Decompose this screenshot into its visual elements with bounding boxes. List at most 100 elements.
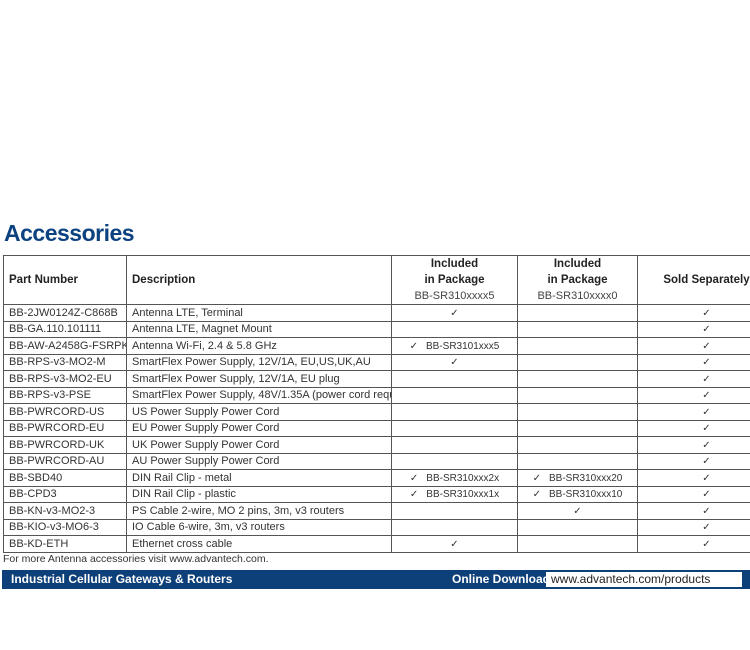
included-0-cell xyxy=(517,370,638,388)
sold-separately-cell: ✓ xyxy=(637,337,750,355)
part-number-cell: BB-KN-v3-MO2-3 xyxy=(3,502,127,520)
check-icon: ✓ xyxy=(702,390,711,402)
sold-separately-cell: ✓ xyxy=(637,452,750,470)
included-5-cell: ✓ xyxy=(391,304,518,322)
included-0-cell xyxy=(517,337,638,355)
check-icon: ✓ xyxy=(702,472,711,484)
table-row: BB-GA.110.101111 Antenna LTE, Magnet Moun… xyxy=(3,320,750,338)
included-5-cell: ✓ BB-SR310xxx1x xyxy=(391,485,518,503)
header-description: Description xyxy=(126,255,392,305)
header-line: Included xyxy=(553,258,602,270)
check-icon: ✓ xyxy=(702,538,711,550)
sold-separately-cell: ✓ xyxy=(637,535,750,553)
check-icon: ✓ xyxy=(532,472,541,484)
included-5-cell xyxy=(391,386,518,404)
included-0-cell xyxy=(517,518,638,536)
table-row: BB-RPS-v3-MO2-M SmartFlex Power Supply, 1… xyxy=(3,353,750,371)
header-sub: BB-SR310xxxx5 xyxy=(414,290,495,302)
check-icon: ✓ xyxy=(702,456,711,468)
header-sub: BB-SR310xxxx0 xyxy=(537,290,618,302)
included-5-cell xyxy=(391,452,518,470)
description-cell: Ethernet cross cable xyxy=(126,535,392,553)
description-cell: IO Cable 6-wire, 3m, v3 routers xyxy=(126,518,392,536)
included-5-cell xyxy=(391,403,518,421)
part-number-cell: BB-PWRCORD-AU xyxy=(3,452,127,470)
table-header-row: Part Number Description Included in Pack… xyxy=(3,255,750,305)
part-number-cell: BB-KD-ETH xyxy=(3,535,127,553)
description-cell: DIN Rail Clip - metal xyxy=(126,469,392,487)
part-number-cell: BB-CPD3 xyxy=(3,485,127,503)
included-0-cell xyxy=(517,304,638,322)
table-row: BB-CPD3 DIN Rail Clip - plastic ✓ BB-SR310x… xyxy=(3,485,750,503)
included-0-cell: ✓ xyxy=(517,502,638,520)
table-row: BB-KIO-v3-MO6-3 IO Cable 6-wire, 3m, v3 r… xyxy=(3,518,750,536)
description-cell: Antenna LTE, Magnet Mount xyxy=(126,320,392,338)
included-0-cell xyxy=(517,320,638,338)
description-cell: UK Power Supply Power Cord xyxy=(126,436,392,454)
sold-separately-cell: ✓ xyxy=(637,403,750,421)
check-icon: ✓ xyxy=(573,505,582,517)
check-icon: ✓ xyxy=(702,439,711,451)
sold-separately-cell: ✓ xyxy=(637,386,750,404)
header-included-0: Included in Package BB-SR310xxxx0 xyxy=(517,255,638,305)
header-part-number: Part Number xyxy=(3,255,127,305)
description-cell: EU Power Supply Power Cord xyxy=(126,419,392,437)
accessories-table: Part Number Description Included in Pack… xyxy=(3,255,750,553)
variant-note: BB-SR310xxx2x xyxy=(426,472,500,484)
check-icon: ✓ xyxy=(450,307,459,319)
sold-separately-cell: ✓ xyxy=(637,353,750,371)
sold-separately-cell: ✓ xyxy=(637,304,750,322)
variant-note: BB-SR310xxx10 xyxy=(549,489,623,501)
part-number-cell: BB-SBD40 xyxy=(3,469,127,487)
check-icon: ✓ xyxy=(702,406,711,418)
included-5-cell: ✓ BB-SR310xxx2x xyxy=(391,469,518,487)
check-icon: ✓ xyxy=(702,423,711,435)
section-title: Accessories xyxy=(4,220,135,246)
description-cell: SmartFlex Power Supply, 12V/1A, EU plug xyxy=(126,370,392,388)
table-row: BB-PWRCORD-AU AU Power Supply Power Cord ✓ xyxy=(3,452,750,470)
check-icon: ✓ xyxy=(409,340,418,352)
part-number-cell: BB-RPS-v3-MO2-EU xyxy=(3,370,127,388)
download-url-link[interactable]: www.advantech.com/products xyxy=(546,572,742,587)
header-line: in Package xyxy=(424,274,485,286)
table-row: BB-AW-A2458G-FSRPK Antenna Wi-Fi, 2.4 & 5… xyxy=(3,337,750,355)
check-icon: ✓ xyxy=(702,324,711,336)
variant-note: BB-SR310xxx20 xyxy=(549,472,623,484)
included-5-cell xyxy=(391,518,518,536)
check-icon: ✓ xyxy=(532,489,541,501)
footer-banner: Industrial Cellular Gateways & Routers O… xyxy=(2,570,750,589)
sold-separately-cell: ✓ xyxy=(637,502,750,520)
check-icon: ✓ xyxy=(702,522,711,534)
sold-separately-cell: ✓ xyxy=(637,320,750,338)
table-row: BB-SBD40 DIN Rail Clip - metal ✓ BB-SR310xx… xyxy=(3,469,750,487)
check-icon: ✓ xyxy=(702,373,711,385)
sold-separately-cell: ✓ xyxy=(637,370,750,388)
sold-separately-cell: ✓ xyxy=(637,436,750,454)
table-row: BB-2JW0124Z-C868B Antenna LTE, Terminal ✓ ✓ xyxy=(3,304,750,322)
part-number-cell: BB-2JW0124Z-C868B xyxy=(3,304,127,322)
check-icon: ✓ xyxy=(450,538,459,550)
description-cell: DIN Rail Clip - plastic xyxy=(126,485,392,503)
header-line: Included xyxy=(430,258,479,270)
header-included-5: Included in Package BB-SR310xxxx5 xyxy=(391,255,518,305)
check-icon: ✓ xyxy=(702,357,711,369)
part-number-cell: BB-GA.110.101111 xyxy=(3,320,127,338)
description-cell: PS Cable 2-wire, MO 2 pins, 3m, v3 route… xyxy=(126,502,392,520)
variant-note: BB-SR3101xxx5 xyxy=(426,340,500,352)
check-icon: ✓ xyxy=(702,340,711,352)
sold-separately-cell: ✓ xyxy=(637,469,750,487)
table-row: BB-PWRCORD-US US Power Supply Power Cord ✓ xyxy=(3,403,750,421)
part-number-cell: BB-RPS-v3-MO2-M xyxy=(3,353,127,371)
included-0-cell: ✓ BB-SR310xxx20 xyxy=(517,469,638,487)
part-number-cell: BB-AW-A2458G-FSRPK xyxy=(3,337,127,355)
included-5-cell: ✓ BB-SR3101xxx5 xyxy=(391,337,518,355)
table-row: BB-RPS-v3-MO2-EU SmartFlex Power Supply, … xyxy=(3,370,750,388)
sold-separately-cell: ✓ xyxy=(637,485,750,503)
table-row: BB-PWRCORD-UK UK Power Supply Power Cord ✓ xyxy=(3,436,750,454)
banner-title: Industrial Cellular Gateways & Routers xyxy=(11,572,233,586)
check-icon: ✓ xyxy=(702,307,711,319)
included-5-cell xyxy=(391,320,518,338)
description-cell: AU Power Supply Power Cord xyxy=(126,452,392,470)
check-icon: ✓ xyxy=(450,357,459,369)
description-cell: Antenna Wi-Fi, 2.4 & 5.8 GHz xyxy=(126,337,392,355)
